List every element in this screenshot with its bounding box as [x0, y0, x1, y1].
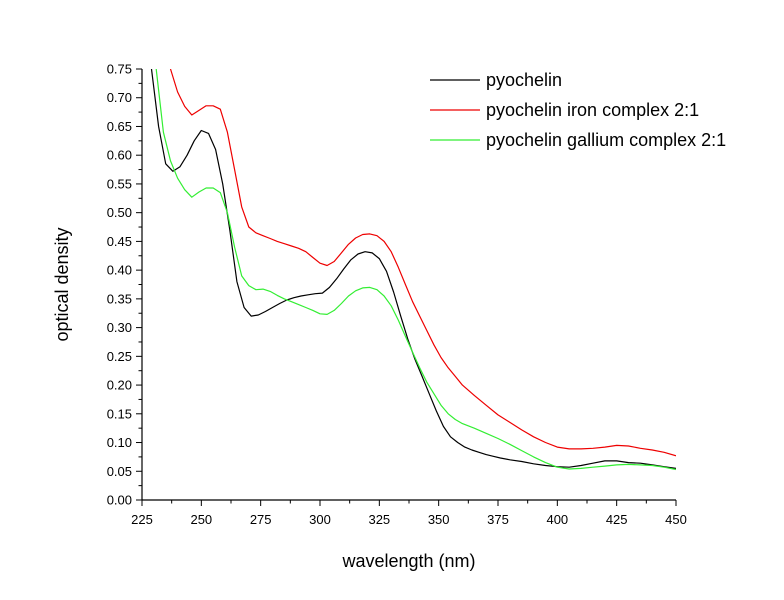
- series-line-1: [169, 69, 676, 457]
- x-tick-label: 275: [250, 512, 272, 527]
- y-tick-label: 0.30: [107, 320, 132, 335]
- legend-label: pyochelin iron complex 2:1: [486, 100, 699, 120]
- y-tick-label: 0.75: [107, 62, 132, 77]
- y-axis-title: optical density: [52, 227, 72, 341]
- series-line-0: [150, 69, 676, 469]
- y-tick-label: 0.10: [107, 435, 132, 450]
- y-tick-label: 0.50: [107, 205, 132, 220]
- y-tick-label: 0.15: [107, 406, 132, 421]
- x-tick-label: 375: [487, 512, 509, 527]
- x-axis-title: wavelength (nm): [341, 551, 475, 571]
- y-tick-label: 0.45: [107, 234, 132, 249]
- x-tick-label: 400: [546, 512, 568, 527]
- x-tick-label: 325: [368, 512, 390, 527]
- legend-label: pyochelin: [486, 70, 562, 90]
- legend-label: pyochelin gallium complex 2:1: [486, 130, 726, 150]
- x-ticks: 225 250 275 300 325 350 375 400 425 450: [131, 500, 687, 527]
- y-tick-label: 0.20: [107, 378, 132, 393]
- y-tick-label: 0.25: [107, 349, 132, 364]
- x-tick-label: 225: [131, 512, 153, 527]
- y-tick-label: 0.55: [107, 176, 132, 191]
- y-ticks: 0.00 0.05 0.10 0.15 0.20 0.25 0.30 0.35 0.40 0.45…: [107, 62, 142, 508]
- x-tick-label: 425: [606, 512, 628, 527]
- x-tick-label: 300: [309, 512, 331, 527]
- series-line-2: [155, 69, 676, 471]
- x-tick-label: 450: [665, 512, 687, 527]
- x-tick-label: 350: [428, 512, 450, 527]
- y-tick-label: 0.40: [107, 263, 132, 278]
- y-tick-label: 0.35: [107, 291, 132, 306]
- x-tick-label: 250: [190, 512, 212, 527]
- y-tick-label: 0.05: [107, 464, 132, 479]
- series-layer: [150, 69, 676, 471]
- legend: pyochelin pyochelin iron complex 2:1 pyoch…: [430, 70, 726, 150]
- y-tick-label: 0.00: [107, 493, 132, 508]
- y-tick-label: 0.65: [107, 119, 132, 134]
- y-tick-label: 0.70: [107, 90, 132, 105]
- y-tick-label: 0.60: [107, 148, 132, 163]
